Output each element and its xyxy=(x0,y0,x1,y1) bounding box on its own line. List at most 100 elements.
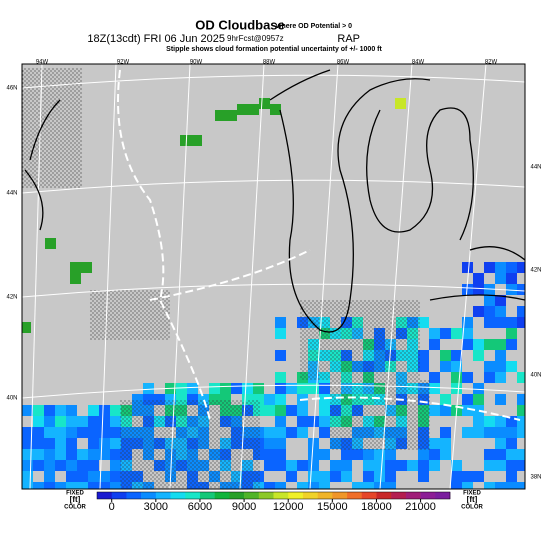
cloud-cell xyxy=(462,372,473,383)
cloud-cell xyxy=(473,273,484,284)
cloud-cell xyxy=(33,427,44,438)
cloud-cell xyxy=(429,405,440,416)
cloud-cell xyxy=(440,438,451,449)
cloud-cell xyxy=(484,460,495,471)
cloud-cell xyxy=(66,449,77,460)
cloud-cell xyxy=(110,449,121,460)
cloud-cell xyxy=(440,449,451,460)
colorbar-caption: FIXED xyxy=(463,491,481,497)
cloud-cell xyxy=(319,416,330,427)
cloud-cell xyxy=(110,482,121,489)
cloud-cell xyxy=(33,482,44,489)
cloud-cell xyxy=(253,394,264,405)
cloud-cell xyxy=(143,383,154,394)
cloud-cell xyxy=(308,471,319,482)
colorbar-tick-label: 3000 xyxy=(144,501,168,513)
cloud-cell xyxy=(77,471,88,482)
cloud-cell xyxy=(517,482,525,489)
cloud-cell xyxy=(286,471,297,482)
cloud-cell xyxy=(473,416,484,427)
cloud-cell xyxy=(297,427,308,438)
cloud-cell xyxy=(517,449,525,460)
lat-label: 38N xyxy=(530,475,541,481)
cloud-cell xyxy=(264,438,275,449)
cloud-cell xyxy=(484,482,495,489)
cloud-cell xyxy=(22,482,33,489)
cloud-cell xyxy=(22,471,33,482)
cloud-cell xyxy=(429,438,440,449)
colorbar-swatch xyxy=(435,492,451,499)
cloud-cell xyxy=(451,460,462,471)
cloud-cell xyxy=(77,416,88,427)
cloud-cell xyxy=(429,339,440,350)
cloud-cell xyxy=(495,350,506,361)
cloud-cell xyxy=(462,482,473,489)
cloud-cell xyxy=(308,482,319,489)
cloud-cell xyxy=(506,339,517,350)
cloud-cell xyxy=(209,394,220,405)
cloud-cell xyxy=(44,405,55,416)
cloud-cell xyxy=(275,394,286,405)
cloud-cell xyxy=(286,383,297,394)
colorbar-swatch xyxy=(141,492,157,499)
cloud-cell xyxy=(88,482,99,489)
cloud-cell xyxy=(495,339,506,350)
cloud-cell xyxy=(495,273,506,284)
cloud-cell xyxy=(495,372,506,383)
cloud-cell xyxy=(275,427,286,438)
cloud-cell xyxy=(484,361,495,372)
cloud-cell xyxy=(191,135,202,146)
colorbar-tick-label: 21000 xyxy=(405,501,436,513)
cloud-cell xyxy=(352,482,363,489)
cloud-cell xyxy=(517,284,525,295)
coastline xyxy=(429,246,525,301)
cloud-cell xyxy=(275,438,286,449)
cloud-cell xyxy=(220,383,231,394)
forecast: 9hrFcst@0957z xyxy=(227,34,284,43)
colorbar-swatch xyxy=(361,492,377,499)
cloud-cell xyxy=(154,394,165,405)
cloud-cell xyxy=(429,383,440,394)
cloud-cell xyxy=(363,471,374,482)
cloud-cell xyxy=(506,482,517,489)
cloud-cell xyxy=(231,383,242,394)
cloud-cell xyxy=(473,471,484,482)
cloud-cell xyxy=(33,405,44,416)
cloud-cell xyxy=(462,339,473,350)
colorbar-swatch xyxy=(317,492,333,499)
cloud-cell xyxy=(517,394,525,405)
colorbar-swatch xyxy=(185,492,201,499)
cloud-cell xyxy=(88,438,99,449)
cloud-cell xyxy=(506,460,517,471)
colorbar-tick-label: 18000 xyxy=(361,501,392,513)
cloud-cell xyxy=(418,471,429,482)
cloud-cell xyxy=(187,394,198,405)
cloud-cell xyxy=(319,405,330,416)
cloud-cell xyxy=(187,383,198,394)
cloud-cell xyxy=(517,372,525,383)
cloud-cell xyxy=(495,361,506,372)
cloud-cell xyxy=(88,460,99,471)
cloud-cell xyxy=(66,471,77,482)
cloud-cell xyxy=(440,394,451,405)
cloud-cell xyxy=(259,98,270,109)
colorbar-caption: COLOR xyxy=(64,505,86,511)
cloud-cell xyxy=(418,317,429,328)
cloud-cell xyxy=(440,350,451,361)
cloud-cell xyxy=(395,98,406,109)
cloud-cell xyxy=(297,482,308,489)
cloud-cell xyxy=(308,416,319,427)
parallel xyxy=(22,283,525,298)
cloud-cell xyxy=(440,361,451,372)
cloud-cell xyxy=(506,317,517,328)
cloud-cell xyxy=(22,405,33,416)
cloud-cell xyxy=(484,295,495,306)
cloud-cell xyxy=(484,262,495,273)
cloud-cell xyxy=(363,449,374,460)
cloud-cell xyxy=(396,460,407,471)
colorbar-swatch xyxy=(199,492,215,499)
cloud-cell xyxy=(77,460,88,471)
cloud-cell xyxy=(407,460,418,471)
cloud-cell xyxy=(473,383,484,394)
